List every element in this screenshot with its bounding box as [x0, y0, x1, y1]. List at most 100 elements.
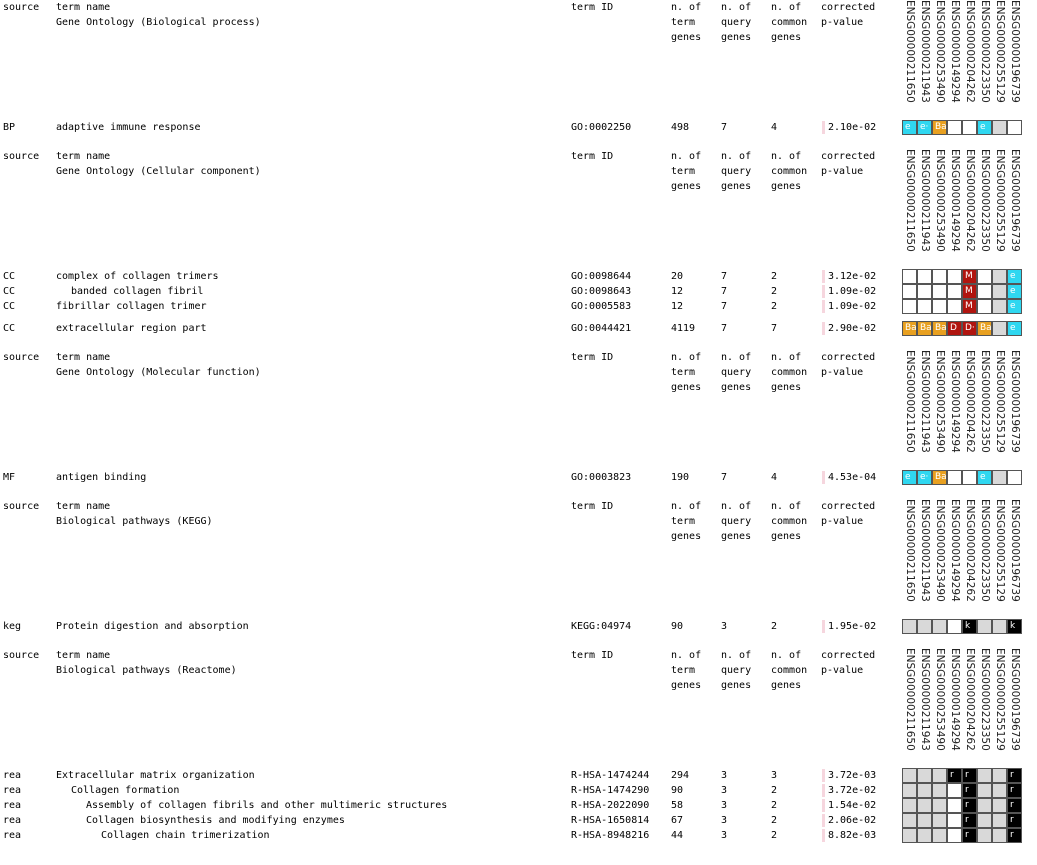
evidence-cell[interactable] [977, 269, 992, 284]
evidence-cell[interactable]: e [1007, 299, 1022, 314]
evidence-cell[interactable] [947, 813, 962, 828]
term-name[interactable]: fibrillar collagen trimer [56, 301, 207, 312]
evidence-cell[interactable] [947, 120, 962, 135]
table-row[interactable]: CC fibrillar collagen trimer GO:0005583 12 7… [0, 299, 1037, 314]
evidence-cell[interactable]: r [962, 783, 977, 798]
evidence-cell[interactable] [947, 284, 962, 299]
evidence-cell[interactable]: e· [917, 470, 932, 485]
evidence-cell[interactable] [947, 828, 962, 843]
evidence-cell[interactable] [947, 619, 962, 634]
evidence-cell[interactable]: D· [962, 321, 977, 336]
evidence-cell[interactable] [992, 269, 1007, 284]
term-name[interactable]: Assembly of collagen fibrils and other m… [86, 800, 448, 811]
table-row[interactable]: rea Collagen formation R-HSA-1474290 90 3 2 3.… [0, 783, 1037, 798]
term-id[interactable]: GO:0098644 [571, 271, 632, 282]
evidence-cell[interactable] [977, 619, 992, 634]
evidence-cell[interactable] [902, 269, 917, 284]
term-id[interactable]: R-HSA-2022090 [571, 800, 650, 811]
evidence-cell[interactable] [992, 828, 1007, 843]
evidence-cell[interactable] [902, 619, 917, 634]
evidence-cell[interactable] [917, 813, 932, 828]
term-name[interactable]: Collagen chain trimerization [101, 830, 270, 841]
evidence-cell[interactable] [932, 284, 947, 299]
evidence-cell[interactable] [902, 783, 917, 798]
table-row[interactable]: rea Assembly of collagen fibrils and othe… [0, 798, 1037, 813]
evidence-cell[interactable] [977, 798, 992, 813]
evidence-cell[interactable] [947, 269, 962, 284]
evidence-cell[interactable] [917, 828, 932, 843]
evidence-cell[interactable]: e· [917, 120, 932, 135]
term-id[interactable]: KEGG:04974 [571, 621, 632, 632]
evidence-cell[interactable] [992, 783, 1007, 798]
evidence-cell[interactable] [977, 813, 992, 828]
evidence-cell[interactable] [1007, 120, 1022, 135]
evidence-cell[interactable] [992, 120, 1007, 135]
evidence-cell[interactable] [932, 619, 947, 634]
evidence-cell[interactable] [992, 619, 1007, 634]
evidence-cell[interactable] [917, 284, 932, 299]
evidence-cell[interactable]: Ba [932, 321, 947, 336]
term-name[interactable]: Extracellular matrix organization [56, 770, 255, 781]
evidence-cell[interactable] [932, 783, 947, 798]
term-name[interactable]: adaptive immune response [56, 122, 201, 133]
evidence-cell[interactable] [947, 783, 962, 798]
evidence-cell[interactable] [962, 120, 977, 135]
evidence-cell[interactable]: Ba [932, 470, 947, 485]
evidence-cell[interactable] [947, 470, 962, 485]
term-id[interactable]: R-HSA-1474244 [571, 770, 650, 781]
evidence-cell[interactable] [992, 813, 1007, 828]
evidence-cell[interactable] [917, 269, 932, 284]
evidence-cell[interactable] [902, 813, 917, 828]
term-id[interactable]: GO:0005583 [571, 301, 632, 312]
evidence-cell[interactable] [902, 768, 917, 783]
evidence-cell[interactable] [902, 299, 917, 314]
evidence-cell[interactable]: Ba [977, 321, 992, 336]
evidence-cell[interactable] [992, 768, 1007, 783]
evidence-cell[interactable]: e [977, 120, 992, 135]
table-row[interactable]: CC complex of collagen trimers GO:0098644 2… [0, 269, 1037, 284]
evidence-cell[interactable]: e [1007, 284, 1022, 299]
table-row[interactable]: keg Protein digestion and absorption KEGG:… [0, 619, 1037, 634]
evidence-cell[interactable]: r [947, 768, 962, 783]
evidence-cell[interactable] [977, 828, 992, 843]
evidence-cell[interactable] [947, 798, 962, 813]
term-id[interactable]: R-HSA-8948216 [571, 830, 650, 841]
table-row[interactable]: MF antigen binding GO:0003823 190 7 4 4.53e-04… [0, 470, 1037, 485]
term-name[interactable]: Collagen formation [71, 785, 180, 796]
evidence-cell[interactable] [932, 813, 947, 828]
evidence-cell[interactable] [977, 299, 992, 314]
evidence-cell[interactable]: r [962, 798, 977, 813]
evidence-cell[interactable] [917, 768, 932, 783]
term-name[interactable]: complex of collagen trimers [56, 271, 219, 282]
term-name[interactable]: extracellular region part [56, 323, 207, 334]
evidence-cell[interactable] [932, 798, 947, 813]
evidence-cell[interactable]: r [962, 813, 977, 828]
evidence-cell[interactable] [992, 470, 1007, 485]
evidence-cell[interactable]: k [1007, 619, 1022, 634]
evidence-cell[interactable] [932, 269, 947, 284]
evidence-cell[interactable] [962, 470, 977, 485]
evidence-cell[interactable]: e [1007, 269, 1022, 284]
evidence-cell[interactable]: D [947, 321, 962, 336]
evidence-cell[interactable]: r [962, 828, 977, 843]
evidence-cell[interactable]: r [1007, 828, 1022, 843]
evidence-cell[interactable] [902, 798, 917, 813]
table-row[interactable]: BP adaptive immune response GO:0002250 498 7… [0, 120, 1037, 135]
term-id[interactable]: GO:0098643 [571, 286, 632, 297]
table-row[interactable]: rea Extracellular matrix organization R-HS… [0, 768, 1037, 783]
evidence-cell[interactable] [992, 798, 1007, 813]
evidence-cell[interactable]: e [977, 470, 992, 485]
evidence-cell[interactable]: k [962, 619, 977, 634]
evidence-cell[interactable]: r [1007, 768, 1022, 783]
table-row[interactable]: CC banded collagen fibril GO:0098643 12 7 2 1.… [0, 284, 1037, 299]
evidence-cell[interactable] [977, 768, 992, 783]
term-id[interactable]: R-HSA-1474290 [571, 785, 650, 796]
term-id[interactable]: GO:0002250 [571, 122, 632, 133]
evidence-cell[interactable]: e [1007, 321, 1022, 336]
evidence-cell[interactable] [977, 284, 992, 299]
evidence-cell[interactable]: M [962, 299, 977, 314]
table-row[interactable]: rea Collagen biosynthesis and modifying e… [0, 813, 1037, 828]
evidence-cell[interactable] [932, 299, 947, 314]
evidence-cell[interactable]: Ba [932, 120, 947, 135]
evidence-cell[interactable] [992, 299, 1007, 314]
